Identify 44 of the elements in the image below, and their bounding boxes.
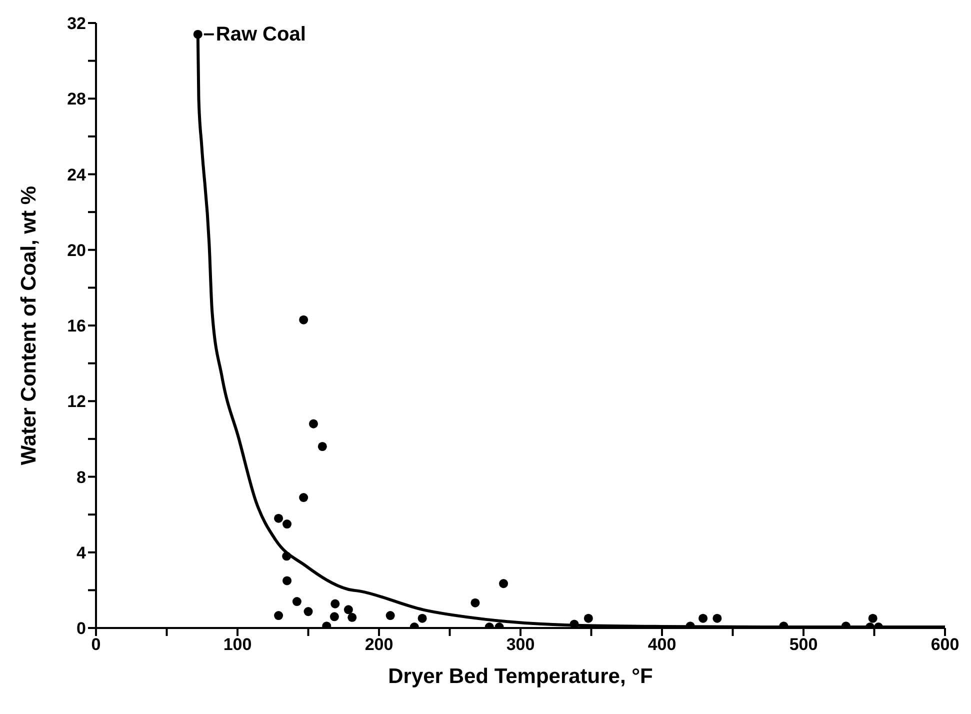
x-tick-label: 500 (789, 635, 818, 654)
point (712, 614, 722, 623)
point (292, 597, 302, 606)
point (386, 611, 395, 620)
y-tick-label: 32 (67, 14, 86, 34)
point (330, 599, 340, 608)
x-tick-label: 400 (648, 635, 676, 654)
x-tick-label: 300 (506, 635, 535, 654)
point (193, 30, 202, 39)
point (282, 576, 292, 586)
point (318, 442, 327, 452)
point (282, 552, 292, 561)
y-tick-label: 20 (67, 240, 86, 260)
point (299, 315, 308, 324)
y-axis-title: Water Content of Coal, wt % (17, 186, 40, 466)
y-tick-label: 24 (67, 165, 87, 184)
y-tick-label: 8 (76, 468, 86, 487)
point (418, 614, 427, 623)
point (348, 612, 357, 622)
point (470, 598, 480, 608)
x-tick-label: 100 (223, 635, 252, 654)
point (330, 612, 339, 622)
y-tick-label: 12 (67, 392, 86, 412)
point (299, 493, 308, 502)
point (584, 614, 593, 623)
x-tick-label: 0 (91, 635, 101, 654)
annotation: Raw Coal (216, 23, 306, 46)
point (304, 607, 313, 616)
y-tick-label: 4 (76, 543, 87, 562)
x-tick-label: 600 (930, 635, 960, 654)
point (344, 605, 353, 614)
point (274, 611, 284, 620)
point (570, 620, 579, 628)
y-tick-label: 28 (67, 90, 86, 109)
point (698, 614, 708, 623)
point (308, 419, 318, 428)
point (499, 579, 508, 588)
y-tick-label: 16 (67, 316, 86, 336)
x-tick-label: 200 (364, 635, 394, 654)
point (274, 514, 284, 523)
y-tick-label: 0 (76, 619, 86, 638)
x-axis-title: Dryer Bed Temperature, °F (388, 665, 654, 688)
point (868, 614, 878, 623)
point (282, 520, 292, 529)
